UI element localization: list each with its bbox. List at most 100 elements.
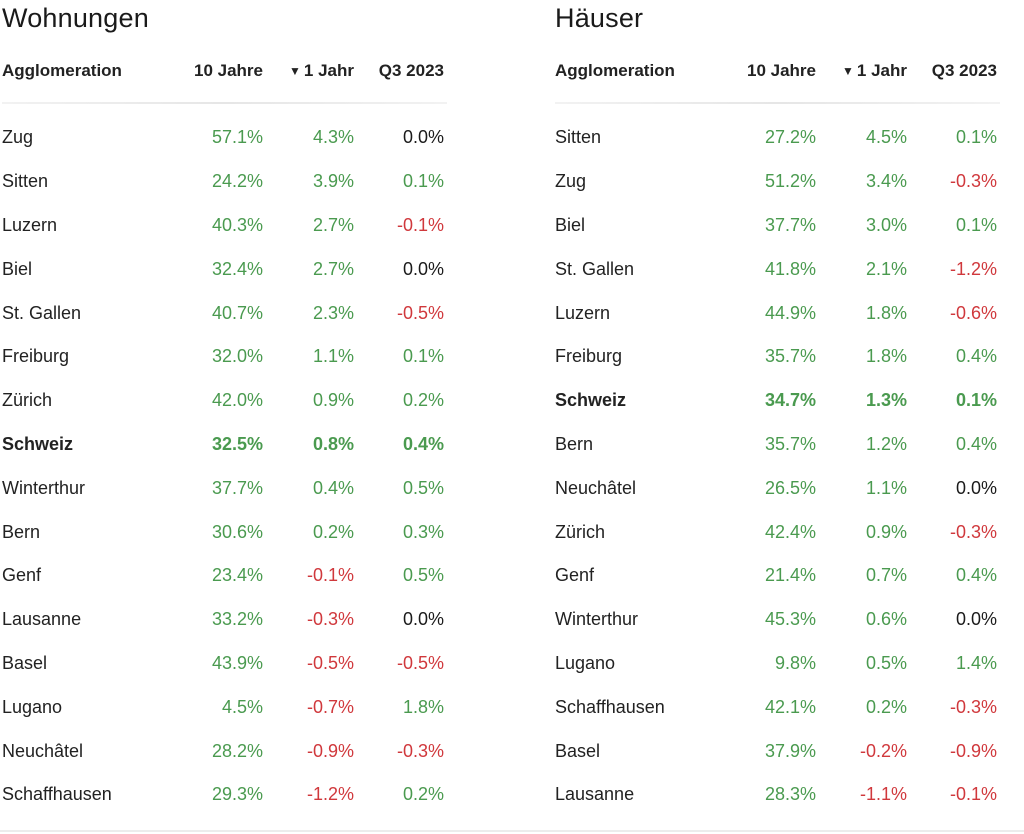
cell-agglomeration: Luzern [2,214,58,235]
cell-q3-2023: -0.5% [396,652,444,673]
cell-agglomeration: Zug [2,127,34,148]
cell-q3-2023: 0.1% [955,214,997,235]
table-row: Schweiz 34.7% 1.3% 0.1% [555,379,1000,423]
cell-10-jahre: 26.5% [764,477,816,498]
cell-1-jahr: 0.5% [865,652,907,673]
header-q3-2023[interactable]: Q3 2023 [378,61,444,80]
header-10-jahre[interactable]: 10 Jahre [747,61,816,80]
cell-10-jahre: 23.4% [211,565,263,586]
cell-q3-2023: -0.5% [396,302,444,323]
table-row: Winterthur 37.7% 0.4% 0.5% [2,466,447,510]
cell-agglomeration: Schaffhausen [555,696,665,717]
table-row: Schaffhausen 42.1% 0.2% -0.3% [555,685,1000,729]
cell-1-jahr: 2.7% [312,258,354,279]
cell-1-jahr: -1.2% [306,784,354,805]
cell-agglomeration: Basel [2,652,48,673]
cell-1-jahr: 3.4% [865,171,907,192]
cell-q3-2023: -0.3% [949,521,997,542]
cell-q3-2023: -1.2% [949,258,997,279]
cell-1-jahr: 4.3% [312,127,354,148]
header-agglomeration[interactable]: Agglomeration [555,61,675,80]
cell-10-jahre: 4.5% [221,696,263,717]
cell-agglomeration: Freiburg [2,346,70,367]
cell-1-jahr: 2.3% [312,302,354,323]
cell-agglomeration: Genf [2,565,42,586]
cell-10-jahre: 37.7% [211,477,263,498]
cell-q3-2023: 0.1% [402,346,444,367]
cell-1-jahr: 4.5% [865,127,907,148]
cell-agglomeration: Lausanne [555,784,635,805]
cell-agglomeration: Schweiz [555,390,627,411]
header-1-jahr[interactable]: ▼ 1 Jahr [816,61,907,81]
cell-1-jahr: 2.1% [865,258,907,279]
cell-10-jahre: 21.4% [764,565,816,586]
table-row: Lausanne 28.3% -1.1% -0.1% [555,773,1000,817]
table-header: Agglomeration 10 Jahre ▼ 1 Jahr Q3 2023 [555,40,1000,102]
cell-1-jahr: 0.9% [312,390,354,411]
cell-q3-2023: 0.4% [402,433,444,454]
table-row: Schweiz 32.5% 0.8% 0.4% [2,423,447,467]
cell-agglomeration: Lausanne [2,609,82,630]
cell-10-jahre: 35.7% [764,433,816,454]
cell-10-jahre: 42.1% [764,696,816,717]
cell-q3-2023: 1.4% [955,652,997,673]
cell-q3-2023: -0.3% [949,171,997,192]
cell-agglomeration: Zug [555,171,587,192]
header-1-jahr[interactable]: ▼ 1 Jahr [263,61,354,81]
table-row: Neuchâtel 28.2% -0.9% -0.3% [2,729,447,773]
cell-q3-2023: 0.0% [402,127,444,148]
cell-10-jahre: 32.5% [211,433,263,454]
header-q3-2023[interactable]: Q3 2023 [931,61,997,80]
cell-q3-2023: 0.0% [955,609,997,630]
header-divider [2,102,447,104]
cell-10-jahre: 24.2% [211,171,263,192]
cell-1-jahr: 0.6% [865,609,907,630]
table-row: Luzern 40.3% 2.7% -0.1% [2,204,447,248]
cell-1-jahr: -0.3% [306,609,354,630]
cell-10-jahre: 28.3% [764,784,816,805]
cell-10-jahre: 34.7% [764,390,816,411]
cell-agglomeration: St. Gallen [2,302,82,323]
cell-q3-2023: 1.8% [402,696,444,717]
cell-10-jahre: 45.3% [764,609,816,630]
cell-agglomeration: Sitten [555,127,602,148]
cell-1-jahr: 1.1% [312,346,354,367]
cell-agglomeration: Bern [2,521,41,542]
cell-agglomeration: Lugano [2,696,63,717]
cell-1-jahr: 3.0% [865,214,907,235]
cell-q3-2023: -0.9% [949,740,997,761]
cell-10-jahre: 42.0% [211,390,263,411]
table-row: Lugano 9.8% 0.5% 1.4% [555,642,1000,686]
cell-1-jahr: 1.3% [865,390,907,411]
cell-10-jahre: 40.3% [211,214,263,235]
cell-10-jahre: 37.9% [764,740,816,761]
table-row: Zug 57.1% 4.3% 0.0% [2,116,447,160]
cell-q3-2023: -0.3% [949,696,997,717]
table-row: Luzern 44.9% 1.8% -0.6% [555,291,1000,335]
table-row: Lugano 4.5% -0.7% 1.8% [2,685,447,729]
table-row: Winterthur 45.3% 0.6% 0.0% [555,598,1000,642]
cell-agglomeration: Biel [2,258,33,279]
cell-agglomeration: Zürich [555,521,606,542]
cell-q3-2023: 0.0% [955,477,997,498]
cell-10-jahre: 35.7% [764,346,816,367]
cell-1-jahr: -0.2% [859,740,907,761]
cell-10-jahre: 33.2% [211,609,263,630]
table-row: Schaffhausen 29.3% -1.2% 0.2% [2,773,447,817]
cell-1-jahr: 0.8% [312,433,354,454]
header-1-jahr-label: 1 Jahr [303,61,354,80]
panel-title: Häuser [555,3,644,33]
sort-descending-icon: ▼ [842,64,854,78]
panel-title: Wohnungen [2,3,149,33]
table-row: Lausanne 33.2% -0.3% 0.0% [2,598,447,642]
cell-10-jahre: 37.7% [764,214,816,235]
cell-10-jahre: 29.3% [211,784,263,805]
header-10-jahre[interactable]: 10 Jahre [194,61,263,80]
table-row: Zug 51.2% 3.4% -0.3% [555,160,1000,204]
cell-agglomeration: Lugano [555,652,616,673]
cell-10-jahre: 51.2% [764,171,816,192]
panel-haeuser: Häuser Agglomeration 10 Jahre ▼ 1 Jahr Q… [555,0,1000,817]
header-agglomeration[interactable]: Agglomeration [2,61,122,80]
cell-1-jahr: 0.7% [865,565,907,586]
table-row: Neuchâtel 26.5% 1.1% 0.0% [555,466,1000,510]
